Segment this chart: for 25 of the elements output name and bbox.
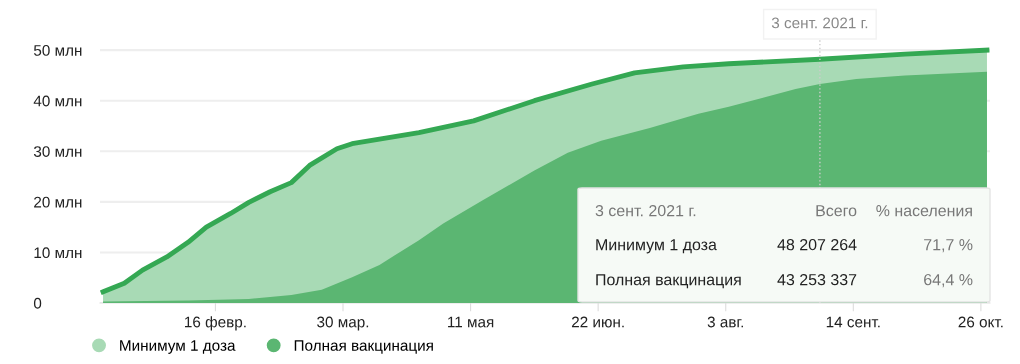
annotation: 64,4 % [924,273,973,288]
x-tick-label: 30 мар. [317,316,369,331]
annotation: 71,7 % [924,239,973,253]
x-tick-label: 22 июн. [571,316,624,328]
x-tick-label: 26 окт. [958,316,1003,328]
annotation: 48 207 264 [777,238,857,251]
annotation: Минимум 1 доза [596,239,717,254]
x-tick-label: 14 сент. [826,316,880,328]
y-tick-label: 40 млн [33,95,82,107]
legend-label: Минимум 1 доза [120,340,236,354]
legend-label: Полная вакцинация [294,340,433,354]
annotation: Полная вакцинация [596,274,741,289]
annotation: Всего [816,205,857,217]
x-tick-label: 16 февр. [185,316,246,331]
annotation: 43 253 337 [777,273,857,286]
annotation: % населения [876,205,972,217]
x-tick-label: 3 авг. [707,316,743,328]
y-tick-label: 50 млн [33,44,82,56]
x-tick-label: 11 мая [448,316,494,328]
y-tick-label: 30 млн [33,146,82,157]
ref-line-label: 3 сент. 2021 г. [771,17,868,29]
y-tick-label: 20 млн [34,196,82,208]
y-tick-label: 10 млн [34,247,82,259]
annotation: 3 сент. 2021 г. [595,204,696,217]
y-tick-label: 0 [33,297,42,309]
